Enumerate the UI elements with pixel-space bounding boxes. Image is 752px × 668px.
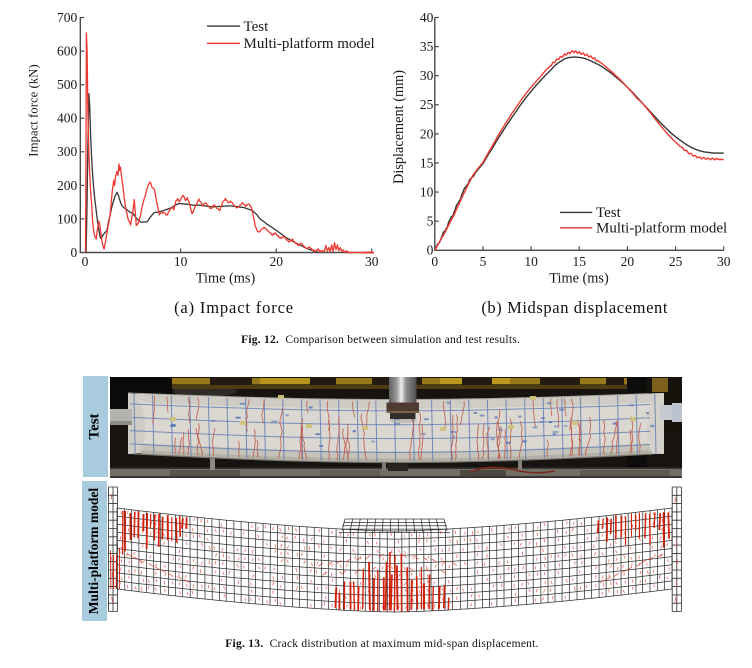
svg-text:0: 0 — [427, 243, 434, 258]
svg-text:300: 300 — [57, 144, 78, 159]
svg-text:5: 5 — [480, 254, 487, 269]
svg-text:600: 600 — [57, 44, 78, 59]
svg-text:25: 25 — [420, 97, 434, 112]
svg-text:35: 35 — [420, 39, 434, 54]
svg-text:Multi-platform model: Multi-platform model — [244, 36, 375, 52]
svg-text:30: 30 — [420, 68, 434, 83]
svg-text:Time (ms): Time (ms) — [196, 270, 256, 286]
svg-text:Test: Test — [596, 205, 622, 221]
svg-text:Impact force (kN): Impact force (kN) — [27, 64, 41, 156]
svg-text:200: 200 — [57, 178, 78, 193]
svg-text:10: 10 — [174, 254, 188, 269]
svg-text:700: 700 — [57, 10, 78, 25]
svg-text:10: 10 — [524, 254, 538, 269]
svg-text:0: 0 — [70, 245, 77, 260]
svg-text:20: 20 — [420, 126, 434, 141]
svg-text:0: 0 — [431, 254, 438, 269]
svg-text:5: 5 — [427, 214, 434, 229]
svg-text:20: 20 — [269, 254, 283, 269]
svg-text:10: 10 — [420, 185, 434, 200]
svg-text:20: 20 — [621, 254, 635, 269]
svg-text:15: 15 — [420, 155, 434, 170]
svg-text:30: 30 — [717, 254, 731, 269]
svg-text:15: 15 — [572, 254, 586, 269]
svg-text:400: 400 — [57, 111, 78, 126]
svg-text:30: 30 — [365, 254, 379, 269]
svg-text:Multi-platform model: Multi-platform model — [596, 221, 727, 237]
svg-text:100: 100 — [57, 211, 78, 226]
svg-text:Time (ms): Time (ms) — [549, 270, 609, 286]
svg-text:40: 40 — [420, 10, 434, 25]
svg-text:500: 500 — [57, 77, 78, 92]
svg-text:0: 0 — [82, 254, 89, 269]
svg-text:25: 25 — [669, 254, 683, 269]
svg-text:Displacement (mm): Displacement (mm) — [391, 70, 407, 184]
svg-text:Test: Test — [244, 19, 270, 35]
